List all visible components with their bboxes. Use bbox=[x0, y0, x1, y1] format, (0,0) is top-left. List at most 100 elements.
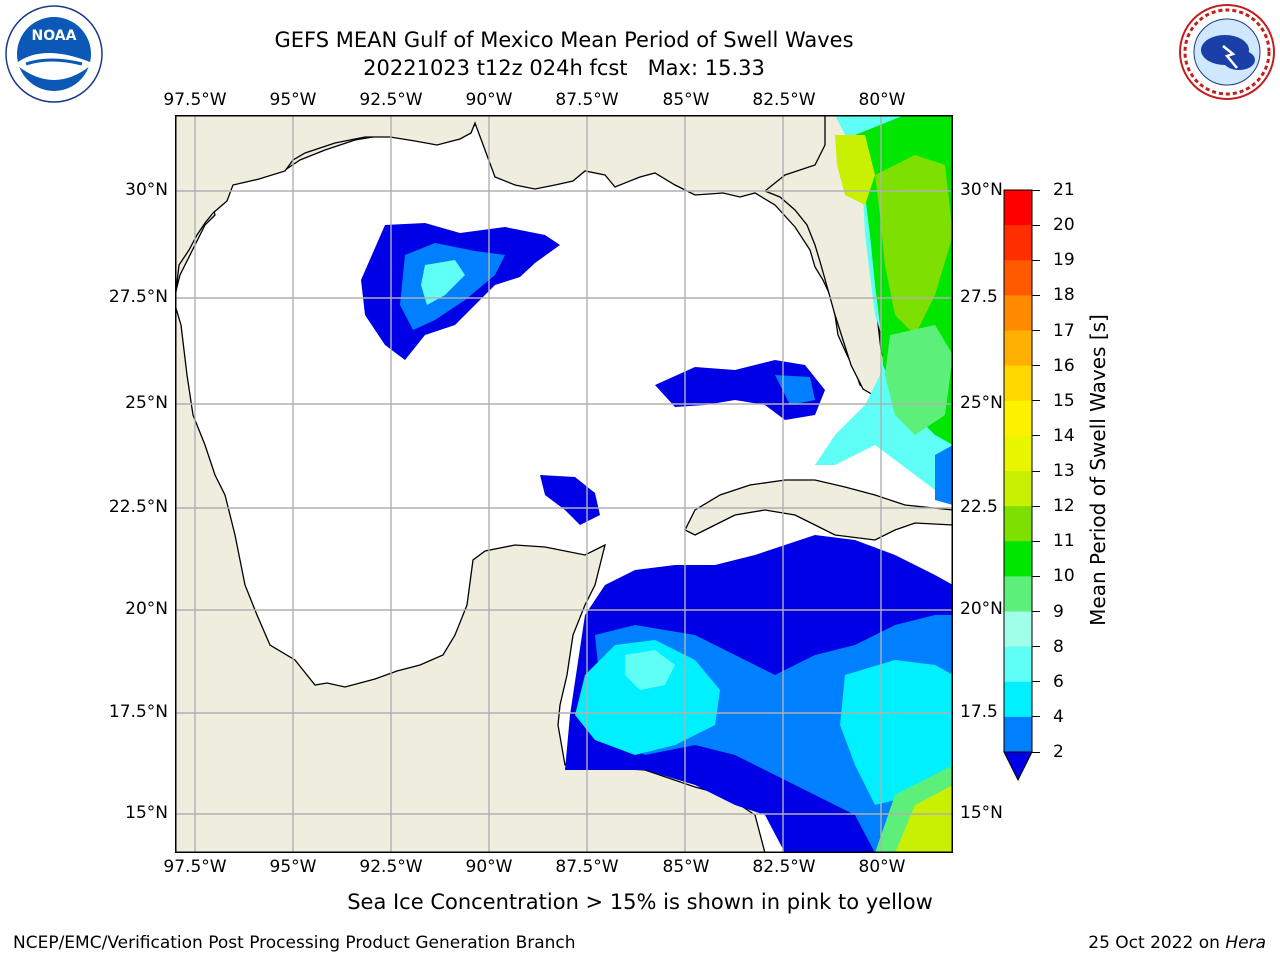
colorbar-tick-label: 18 bbox=[1053, 285, 1075, 306]
colorbar-tick-mark bbox=[1032, 646, 1040, 648]
noaa-logo: NOAA bbox=[5, 5, 103, 103]
gulf-of-mexico-map bbox=[175, 115, 953, 853]
colorbar-segment bbox=[1004, 295, 1032, 331]
colorbar-tick-mark bbox=[1032, 365, 1040, 367]
colorbar-segment bbox=[1004, 541, 1032, 577]
lat-label-left: 15°N bbox=[125, 803, 168, 823]
lon-label-bottom: 80°W bbox=[858, 857, 906, 877]
colorbar-tick-label: 4 bbox=[1053, 706, 1064, 727]
lon-label-bottom: 92.5°W bbox=[359, 857, 423, 877]
noaa-logo-text: NOAA bbox=[32, 28, 77, 44]
machine-name: Hera bbox=[1225, 933, 1266, 953]
lon-label-bottom: 87.5°W bbox=[555, 857, 619, 877]
lon-label-bottom: 97.5°W bbox=[163, 857, 227, 877]
lat-label-right: 30°N bbox=[960, 180, 1003, 200]
lon-label-top: 82.5°W bbox=[752, 90, 816, 110]
swell-field-atlantic bbox=[815, 115, 953, 505]
lon-label-top: 95°W bbox=[269, 90, 317, 110]
colorbar-tick-mark bbox=[1032, 611, 1040, 612]
colorbar bbox=[1003, 189, 1033, 782]
colorbar-segment bbox=[1004, 365, 1032, 402]
colorbar-segment bbox=[1004, 506, 1032, 542]
colorbar-tick-label: 2 bbox=[1053, 742, 1064, 762]
colorbar-segment bbox=[1004, 400, 1032, 437]
lat-label-left: 30°N bbox=[125, 180, 168, 200]
colorbar-tick-mark bbox=[1032, 400, 1040, 402]
lon-label-bottom: 82.5°W bbox=[752, 857, 816, 877]
lon-label-top: 97.5°W bbox=[163, 90, 227, 110]
lat-label-right: 25°N bbox=[960, 393, 1003, 413]
lat-label-right: 27.5 bbox=[960, 287, 998, 307]
lon-label-top: 92.5°W bbox=[359, 90, 423, 110]
colorbar-tick-label: 19 bbox=[1053, 250, 1075, 271]
colorbar-tick-mark bbox=[1032, 294, 1040, 296]
colorbar-tick-mark bbox=[1032, 681, 1040, 683]
colorbar-tick-label: 11 bbox=[1053, 531, 1075, 552]
lat-label-right: 15°N bbox=[960, 803, 1003, 823]
chart-subtitle: 20221023 t12z 024h fcst Max: 15.33 bbox=[363, 56, 765, 80]
colorbar-extend-arrow bbox=[1003, 751, 1033, 782]
colorbar-segment bbox=[1004, 576, 1032, 612]
colorbar-tick-mark bbox=[1032, 259, 1040, 261]
swell-field-caribbean bbox=[565, 535, 953, 853]
sea-ice-note: Sea Ice Concentration > 15% is shown in … bbox=[347, 890, 933, 914]
colorbar-segment bbox=[1004, 435, 1032, 472]
colorbar-tick-mark bbox=[1032, 470, 1040, 472]
colorbar-tick-label: 12 bbox=[1053, 496, 1075, 517]
colorbar-tick-mark bbox=[1032, 505, 1040, 507]
colorbar-tick-mark bbox=[1032, 540, 1040, 542]
colorbar-tick-label: 20 bbox=[1053, 215, 1075, 236]
lon-label-top: 85°W bbox=[662, 90, 710, 110]
colorbar-tick-mark bbox=[1032, 330, 1040, 331]
colorbar-tick-label: 13 bbox=[1053, 461, 1075, 481]
lat-label-left: 27.5°N bbox=[108, 287, 168, 307]
colorbar-segment bbox=[1004, 190, 1032, 226]
colorbar-tick-label: 6 bbox=[1053, 671, 1064, 692]
chart-title: GEFS MEAN Gulf of Mexico Mean Period of … bbox=[274, 28, 854, 52]
lat-label-left: 20°N bbox=[125, 599, 168, 619]
date-text: 25 Oct 2022 on Hera bbox=[1088, 933, 1266, 953]
lon-label-top: 87.5°W bbox=[555, 90, 619, 110]
colorbar-tick-label: 21 bbox=[1053, 180, 1075, 200]
lon-label-top: 90°W bbox=[465, 90, 513, 110]
lat-label-right: 17.5 bbox=[960, 702, 998, 722]
map-border bbox=[175, 115, 953, 853]
graticule bbox=[175, 115, 953, 853]
lat-label-left: 17.5°N bbox=[108, 702, 168, 722]
lat-label-left: 22.5°N bbox=[108, 497, 168, 517]
colorbar-segment bbox=[1004, 681, 1032, 718]
colorbar-segment bbox=[1004, 646, 1032, 683]
colorbar-segment bbox=[1004, 260, 1032, 296]
colorbar-tick-mark bbox=[1032, 716, 1040, 718]
credit-text: NCEP/EMC/Verification Post Processing Pr… bbox=[13, 933, 576, 953]
colorbar-tick-mark bbox=[1032, 575, 1040, 577]
lat-label-right: 22.5 bbox=[960, 497, 998, 517]
colorbar-tick-label: 14 bbox=[1053, 425, 1075, 446]
colorbar-segment bbox=[1004, 716, 1032, 753]
colorbar-tick-mark bbox=[1032, 751, 1040, 753]
colorbar-tick-mark bbox=[1032, 435, 1040, 437]
colorbar-segment bbox=[1004, 330, 1032, 367]
colorbar-tick-label: 15 bbox=[1053, 390, 1075, 411]
lon-label-top: 80°W bbox=[858, 90, 906, 110]
lat-label-left: 25°N bbox=[125, 393, 168, 413]
land-cuba bbox=[684, 479, 953, 541]
colorbar-tick-label: 10 bbox=[1053, 566, 1075, 587]
colorbar-tick-label: 17 bbox=[1053, 320, 1075, 341]
colorbar-tick-label: 16 bbox=[1053, 355, 1075, 376]
nws-logo bbox=[1179, 4, 1275, 100]
colorbar-tick-label: 8 bbox=[1053, 636, 1064, 657]
colorbar-tick-mark bbox=[1032, 189, 1040, 191]
colorbar-tick-mark bbox=[1032, 224, 1040, 226]
colorbar-tick-label: 9 bbox=[1053, 601, 1064, 622]
lon-label-bottom: 90°W bbox=[465, 857, 513, 877]
colorbar-segment bbox=[1004, 225, 1032, 261]
colorbar-segment bbox=[1004, 611, 1032, 648]
lon-label-bottom: 95°W bbox=[269, 857, 317, 877]
colorbar-label: Mean Period of Swell Waves [s] bbox=[1086, 314, 1110, 626]
lon-label-bottom: 85°W bbox=[662, 857, 710, 877]
swell-field-central-gulf bbox=[361, 223, 560, 360]
colorbar-segment bbox=[1004, 471, 1032, 507]
date-prefix: 25 Oct 2022 on bbox=[1088, 933, 1226, 953]
lat-label-right: 20°N bbox=[960, 599, 1003, 619]
